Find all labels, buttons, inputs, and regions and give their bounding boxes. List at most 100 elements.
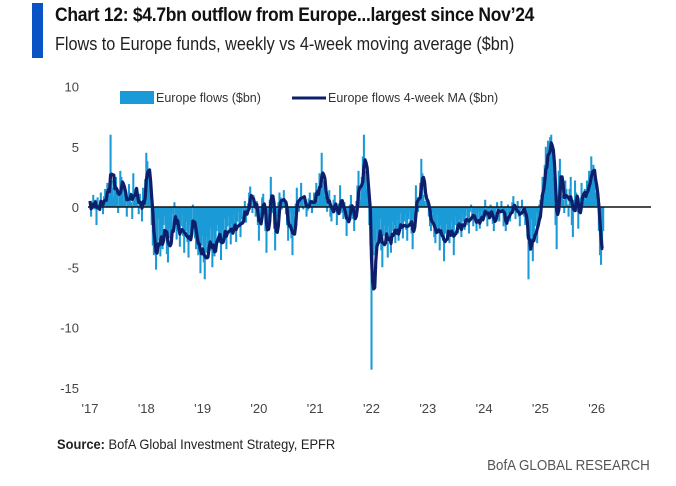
flow-bar	[462, 207, 465, 222]
flow-bar	[591, 176, 594, 208]
flow-bar	[459, 207, 462, 229]
flow-bar	[96, 197, 99, 207]
flow-bar	[281, 200, 284, 207]
flow-bar	[310, 207, 313, 214]
x-tick-label: '25	[532, 401, 549, 416]
flow-bar	[314, 202, 317, 207]
ma-line-4week	[88, 141, 604, 291]
flow-bar	[392, 207, 395, 232]
flow-bar	[529, 207, 532, 250]
flow-bar	[319, 180, 322, 207]
flow-bar	[292, 207, 295, 229]
flow-bar	[134, 196, 137, 207]
flow-bar	[277, 202, 280, 207]
flow-bar	[496, 202, 499, 207]
source-note: Source: BofA Global Investment Strategy,…	[57, 436, 335, 452]
source-label: Source:	[57, 436, 105, 452]
flow-bar	[300, 182, 303, 207]
flow-bar	[401, 207, 404, 239]
flow-bar	[203, 207, 206, 280]
flow-bar	[424, 204, 427, 207]
flow-bar	[333, 194, 336, 207]
flow-bar	[346, 207, 349, 222]
flow-bar	[276, 207, 279, 217]
flow-bar	[118, 192, 121, 207]
flow-bar	[417, 207, 420, 212]
flow-bar	[554, 207, 557, 226]
flow-bar	[474, 207, 477, 218]
flow-bar	[460, 207, 463, 238]
flow-bar	[384, 207, 387, 244]
flow-bar	[101, 207, 105, 215]
x-tick-label: '24	[476, 401, 493, 416]
flow-bar	[397, 207, 400, 241]
flow-bar	[435, 207, 438, 229]
flow-bar	[602, 207, 605, 232]
flow-bar	[498, 207, 501, 222]
flow-bar	[124, 196, 127, 207]
flow-bar	[108, 196, 111, 207]
flow-bar	[432, 207, 435, 222]
flow-bar	[489, 204, 492, 207]
flow-bar	[206, 207, 210, 259]
flow-bar	[158, 207, 161, 241]
flow-bar	[190, 207, 193, 220]
y-tick-label: -5	[67, 260, 79, 275]
flow-bar	[328, 190, 331, 207]
flow-bar	[601, 207, 604, 244]
flow-bar	[114, 176, 118, 208]
flow-bar	[110, 180, 113, 207]
flow-bar	[479, 207, 482, 218]
flow-bar	[111, 187, 114, 207]
flow-bar	[464, 207, 467, 217]
flow-bar	[295, 187, 298, 207]
flow-bar	[422, 194, 425, 207]
flow-bar	[321, 185, 324, 207]
y-tick-label: -15	[60, 381, 79, 396]
flow-bar	[396, 207, 399, 220]
flow-bar	[93, 207, 96, 210]
flow-bar	[208, 207, 211, 244]
flow-bar	[322, 180, 325, 207]
flow-bar	[372, 207, 375, 256]
flow-bar	[594, 192, 597, 207]
flow-bar	[216, 207, 219, 226]
flow-bar	[184, 207, 187, 232]
flow-bar	[205, 207, 208, 238]
flow-bar	[535, 207, 538, 214]
flow-bar	[583, 188, 586, 207]
flow-bar	[450, 207, 453, 222]
y-tick-label: 10	[65, 80, 79, 95]
flow-bar	[555, 207, 558, 250]
flow-bar	[383, 207, 386, 226]
flow-bar	[95, 207, 98, 226]
flow-bar	[360, 176, 363, 208]
flow-bar	[278, 192, 281, 207]
flow-bar	[127, 184, 131, 207]
flow-bar	[463, 207, 466, 230]
flow-bar	[530, 207, 533, 220]
flow-bar	[470, 204, 473, 207]
flow-bar	[593, 182, 596, 207]
flow-bar	[92, 194, 95, 207]
flow-bar	[423, 200, 426, 207]
flow-bar	[243, 200, 246, 207]
flow-bar	[187, 207, 190, 258]
flow-bar	[449, 207, 452, 232]
flow-bar	[199, 207, 202, 274]
flow-bar	[549, 137, 552, 207]
flow-bar	[326, 207, 329, 212]
source-text: BofA Global Investment Strategy, EPFR	[104, 436, 336, 452]
flow-bar	[404, 207, 407, 215]
legend-label-flows: Europe flows ($bn)	[156, 91, 261, 105]
flow-bar	[366, 176, 369, 208]
flow-bar	[113, 188, 116, 207]
flow-bar	[418, 199, 421, 207]
flow-bar	[162, 207, 165, 226]
flow-bar	[595, 200, 598, 207]
flow-bar	[225, 207, 228, 250]
flow-bar	[132, 173, 135, 207]
flow-bar	[186, 207, 189, 242]
flow-bar	[142, 187, 145, 207]
